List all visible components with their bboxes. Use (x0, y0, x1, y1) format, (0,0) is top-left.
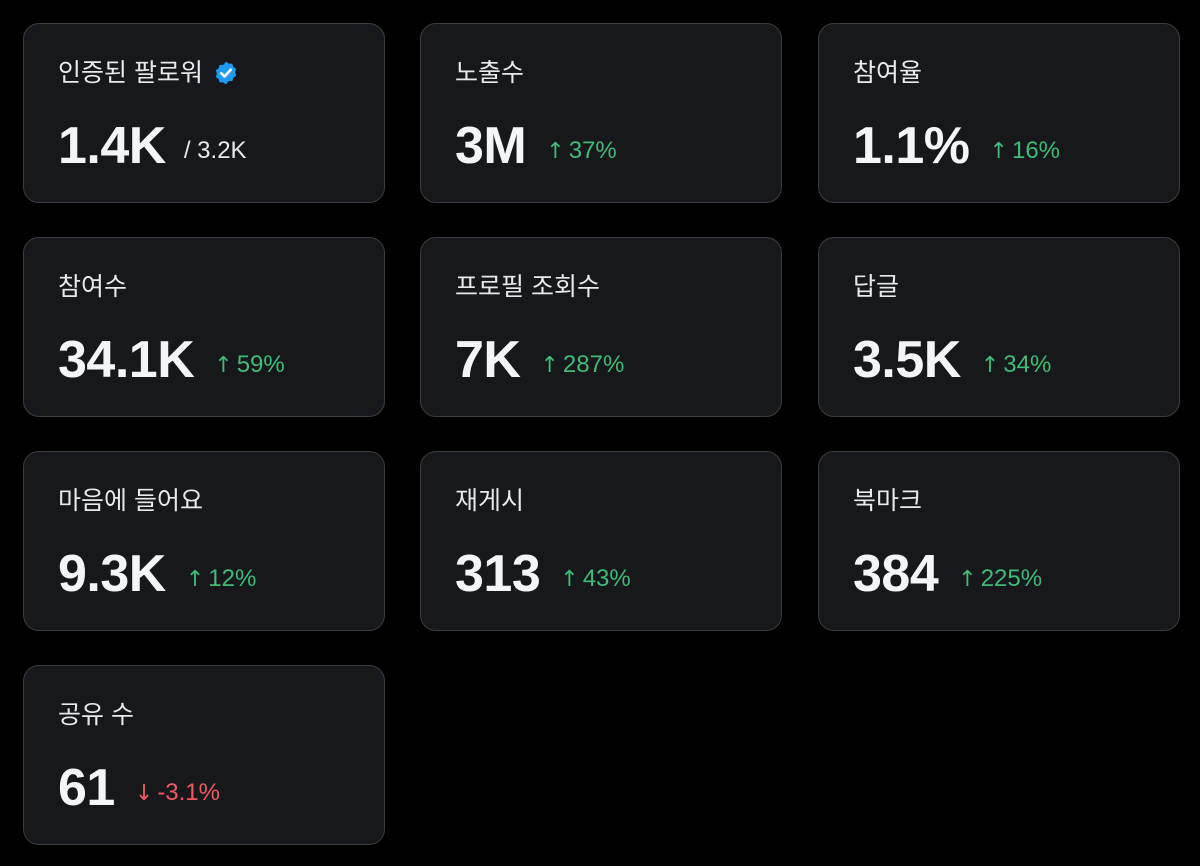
card-label: 참여율 (853, 59, 923, 87)
arrow-down-icon: ↓ (134, 780, 154, 806)
verified-badge-icon (213, 60, 239, 86)
card-label: 답글 (853, 273, 900, 301)
card-value: 7K (455, 331, 521, 389)
card-label: 북마크 (853, 487, 923, 515)
change-value: 12% (208, 565, 257, 592)
card-label: 재게시 (455, 487, 525, 515)
card-change: ↑ 12% (186, 565, 256, 593)
card-value: 1.4K (58, 117, 166, 175)
card-value: 9.3K (58, 545, 166, 603)
stat-card-engagements: 참여수 34.1K ↑ 59% (23, 237, 385, 417)
card-value: 61 (58, 759, 115, 817)
stat-card-verified-followers: 인증된 팔로워 1.4K / 3.2K (23, 23, 385, 203)
stat-card-reposts: 재게시 313 ↑ 43% (420, 451, 782, 631)
stat-card-impressions: 노출수 3M ↑ 37% (420, 23, 782, 203)
change-value: 59% (236, 351, 285, 378)
card-change: ↑ 225% (958, 565, 1042, 593)
stat-card-likes: 마음에 들어요 9.3K ↑ 12% (23, 451, 385, 631)
card-change: ↑ 43% (560, 565, 630, 593)
stat-card-profile-visits: 프로필 조회수 7K ↑ 287% (420, 237, 782, 417)
card-change: ↑ 16% (990, 137, 1060, 165)
card-label: 마음에 들어요 (58, 487, 203, 515)
change-value: 225% (980, 565, 1043, 592)
stat-card-shares: 공유 수 61 ↓ -3.1% (23, 665, 385, 845)
arrow-up-icon: ↑ (980, 352, 1000, 378)
arrow-up-icon: ↑ (214, 352, 233, 378)
change-value: 34% (1003, 351, 1052, 378)
card-label: 참여수 (58, 273, 128, 301)
card-value: 384 (853, 545, 939, 603)
arrow-up-icon: ↑ (560, 566, 579, 592)
card-value: 34.1K (58, 331, 195, 389)
arrow-up-icon: ↑ (185, 566, 205, 592)
card-change: ↓ -3.1% (135, 779, 220, 807)
card-value: 313 (455, 545, 541, 603)
card-change: ↑ 59% (214, 351, 284, 379)
card-label: 노출수 (455, 59, 525, 87)
card-change: ↑ 37% (546, 137, 616, 165)
change-value: 43% (582, 565, 631, 592)
change-value: 37% (568, 137, 617, 164)
change-value: -3.1% (157, 779, 220, 806)
arrow-up-icon: ↑ (546, 138, 565, 164)
card-change: ↑ 287% (540, 351, 624, 379)
card-label: 인증된 팔로워 (58, 59, 203, 87)
change-value: 287% (562, 351, 625, 378)
stat-card-engagement-rate: 참여율 1.1% ↑ 16% (818, 23, 1180, 203)
card-label: 공유 수 (58, 701, 134, 729)
card-change: ↑ 34% (981, 351, 1051, 379)
arrow-up-icon: ↑ (540, 352, 559, 378)
card-total: / 3.2K (183, 137, 247, 164)
card-label: 프로필 조회수 (455, 273, 600, 301)
arrow-up-icon: ↑ (989, 138, 1008, 164)
arrow-up-icon: ↑ (958, 566, 977, 592)
card-value: 3M (455, 117, 527, 175)
stat-card-replies: 답글 3.5K ↑ 34% (818, 237, 1180, 417)
card-value: 3.5K (853, 331, 961, 389)
stat-card-bookmarks: 북마크 384 ↑ 225% (818, 451, 1180, 631)
change-value: 16% (1011, 137, 1061, 164)
card-value: 1.1% (853, 117, 970, 175)
